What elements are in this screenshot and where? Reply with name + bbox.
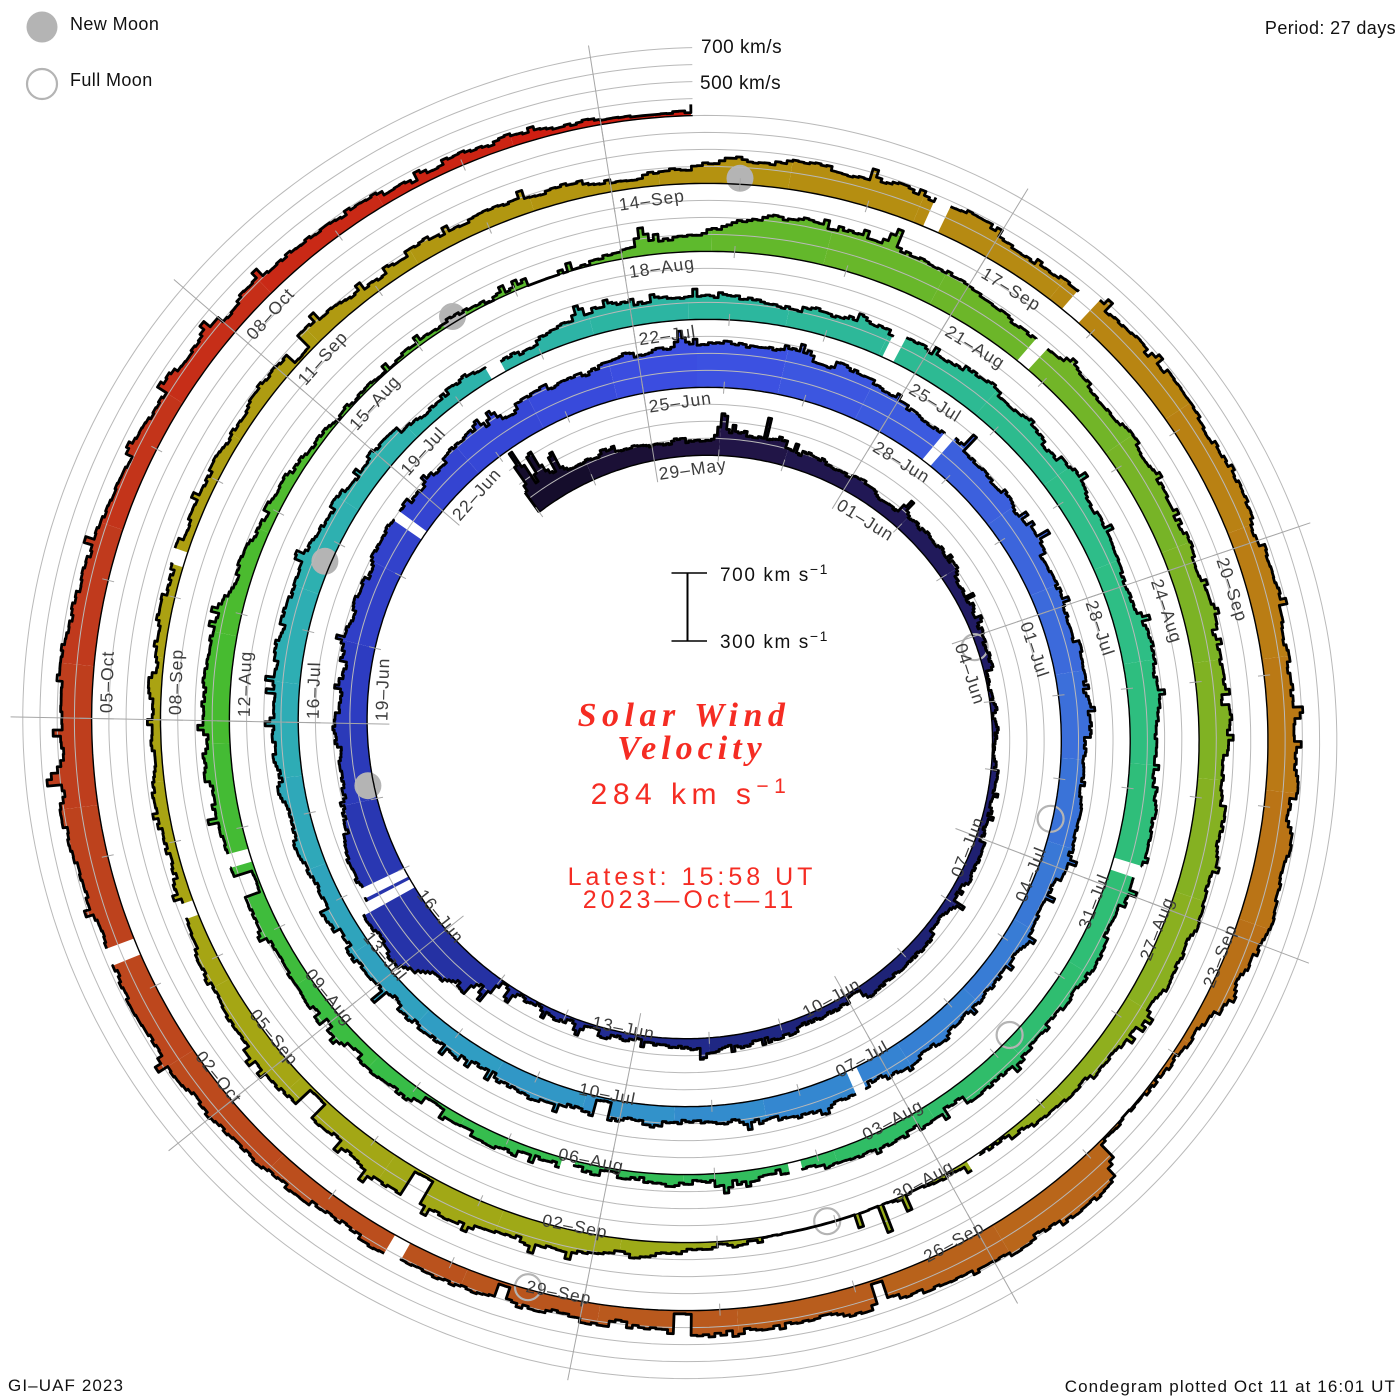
svg-text:500 km/s: 500 km/s: [700, 73, 781, 94]
svg-text:08–Sep: 08–Sep: [165, 649, 187, 716]
svg-text:New Moon: New Moon: [70, 14, 159, 34]
svg-text:Latest: 15:58 UT: Latest: 15:58 UT: [568, 863, 817, 891]
svg-text:Solar Wind: Solar Wind: [578, 697, 791, 734]
svg-text:284 km s−1: 284 km s−1: [591, 775, 792, 811]
svg-text:300 km s−1: 300 km s−1: [720, 628, 829, 653]
svg-text:Velocity: Velocity: [617, 730, 767, 767]
svg-text:12–Aug: 12–Aug: [234, 650, 256, 717]
svg-text:Condegram plotted Oct 11 at 16: Condegram plotted Oct 11 at 16:01 UT: [1065, 1377, 1396, 1396]
svg-text:19–Jun: 19–Jun: [371, 657, 393, 721]
svg-text:GI–UAF 2023: GI–UAF 2023: [8, 1376, 124, 1395]
svg-text:Full Moon: Full Moon: [70, 70, 153, 90]
svg-text:Period: 27 days: Period: 27 days: [1265, 18, 1396, 38]
svg-text:700 km/s: 700 km/s: [701, 37, 782, 58]
svg-text:700 km s−1: 700 km s−1: [720, 561, 829, 586]
svg-text:16–Jul: 16–Jul: [303, 661, 325, 719]
svg-text:05–Oct: 05–Oct: [96, 650, 118, 713]
svg-text:2023—Oct—11: 2023—Oct—11: [583, 886, 797, 914]
